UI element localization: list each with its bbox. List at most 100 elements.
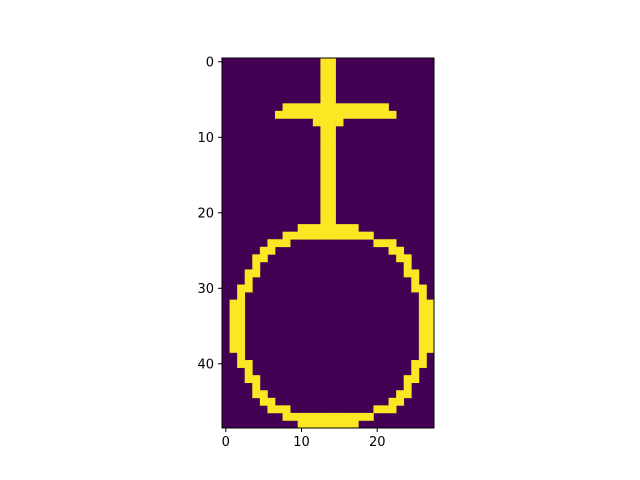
heatmap-cell: [328, 103, 336, 112]
heatmap-cell: [312, 420, 321, 429]
heatmap-cell: [297, 231, 306, 240]
heatmap-cell: [343, 420, 352, 429]
heatmap-cell: [252, 382, 261, 391]
heatmap-cell: [328, 141, 336, 149]
heatmap-cell: [320, 178, 329, 187]
heatmap-cell: [320, 224, 329, 233]
heatmap-cell: [320, 148, 329, 157]
heatmap-cell: [328, 125, 336, 134]
heatmap-cell: [396, 390, 405, 399]
heatmap-cell: [418, 307, 427, 316]
heatmap-cell: [328, 110, 336, 119]
heatmap-cell: [320, 73, 329, 81]
heatmap-cell: [290, 103, 299, 112]
axes-frame: [221, 57, 435, 429]
heatmap-cell: [411, 360, 420, 368]
heatmap-cell: [328, 186, 336, 195]
heatmap-cell: [297, 103, 306, 112]
heatmap-cell: [328, 193, 336, 202]
heatmap-cell: [237, 284, 246, 293]
heatmap-cell: [426, 314, 435, 323]
heatmap-cell: [411, 375, 420, 384]
heatmap-cell: [320, 88, 329, 97]
heatmap-cell: [297, 110, 306, 119]
heatmap-cell: [237, 292, 246, 300]
heatmap-cell: [297, 412, 306, 421]
heatmap-cell: [320, 133, 329, 142]
heatmap-cell: [418, 314, 427, 323]
heatmap-cell: [403, 390, 412, 399]
heatmap-cell: [328, 73, 336, 81]
y-tick-label: 30: [197, 282, 214, 297]
heatmap-cell: [305, 231, 314, 240]
heatmap-cell: [320, 420, 329, 429]
heatmap-cell: [320, 58, 329, 66]
heatmap-cell: [312, 118, 321, 127]
heatmap-cell: [388, 405, 397, 414]
y-tick-label: 40: [197, 357, 214, 372]
heatmap-cell: [290, 231, 299, 240]
heatmap-cell: [350, 412, 359, 421]
heatmap-cell: [259, 254, 268, 263]
heatmap-cell: [388, 397, 397, 406]
heatmap-cell: [426, 337, 435, 346]
heatmap-cell: [305, 110, 314, 119]
heatmap-cell: [411, 276, 420, 285]
heatmap-cell: [396, 254, 405, 263]
heatmap-cell: [350, 224, 359, 233]
heatmap-cell: [350, 110, 359, 119]
heatmap-cell: [358, 412, 367, 421]
heatmap-cell: [373, 239, 382, 248]
heatmap-cell: [426, 329, 435, 338]
heatmap-cell: [244, 360, 253, 368]
heatmap-cell: [320, 193, 329, 202]
heatmap-cell: [418, 329, 427, 338]
heatmap-cell: [252, 254, 261, 263]
heatmap-cell: [229, 307, 238, 316]
heatmap-cell: [381, 110, 389, 119]
heatmap-cell: [320, 156, 329, 165]
heatmap-cell: [335, 412, 344, 421]
heatmap-cell: [335, 420, 344, 429]
heatmap-cell: [426, 344, 435, 353]
heatmap-cell: [403, 269, 412, 278]
heatmap-cell: [237, 307, 246, 316]
heatmap-cell: [343, 412, 352, 421]
heatmap-cell: [403, 261, 412, 270]
heatmap-cell: [244, 269, 253, 278]
heatmap-cell: [418, 299, 427, 308]
x-tick-label: 20: [369, 435, 386, 450]
heatmap-cell: [358, 231, 367, 240]
heatmap-cell: [328, 224, 336, 233]
heatmap-cell: [312, 224, 321, 233]
heatmap-cell: [381, 103, 389, 112]
heatmap-cell: [396, 246, 405, 255]
heatmap-cell: [343, 231, 352, 240]
heatmap-cell: [403, 375, 412, 384]
heatmap-cell: [320, 141, 329, 149]
heatmap-cell: [320, 171, 329, 180]
heatmap-cell: [282, 239, 291, 248]
heatmap-cell: [418, 292, 427, 300]
heatmap-cell: [365, 231, 374, 240]
heatmap-cell: [328, 65, 336, 74]
heatmap-cell: [328, 412, 336, 421]
heatmap-cell: [350, 231, 359, 240]
x-tick-label: 10: [293, 435, 310, 450]
heatmap-cell: [282, 110, 291, 119]
heatmap-cell: [252, 261, 261, 270]
heatmap-cell: [252, 390, 261, 399]
heatmap-cell: [328, 58, 336, 66]
heatmap-cell: [320, 163, 329, 172]
heatmap-cell: [320, 231, 329, 240]
heatmap-cell: [229, 344, 238, 353]
heatmap-cell: [320, 201, 329, 210]
heatmap-cell: [328, 231, 336, 240]
heatmap-cell: [275, 239, 283, 248]
x-axis: 0 10 20: [222, 428, 386, 450]
heatmap-cell: [320, 209, 329, 217]
heatmap-cell: [275, 405, 283, 414]
heatmap-cell: [312, 231, 321, 240]
heatmap-cell: [290, 412, 299, 421]
heatmap-cell: [320, 65, 329, 74]
